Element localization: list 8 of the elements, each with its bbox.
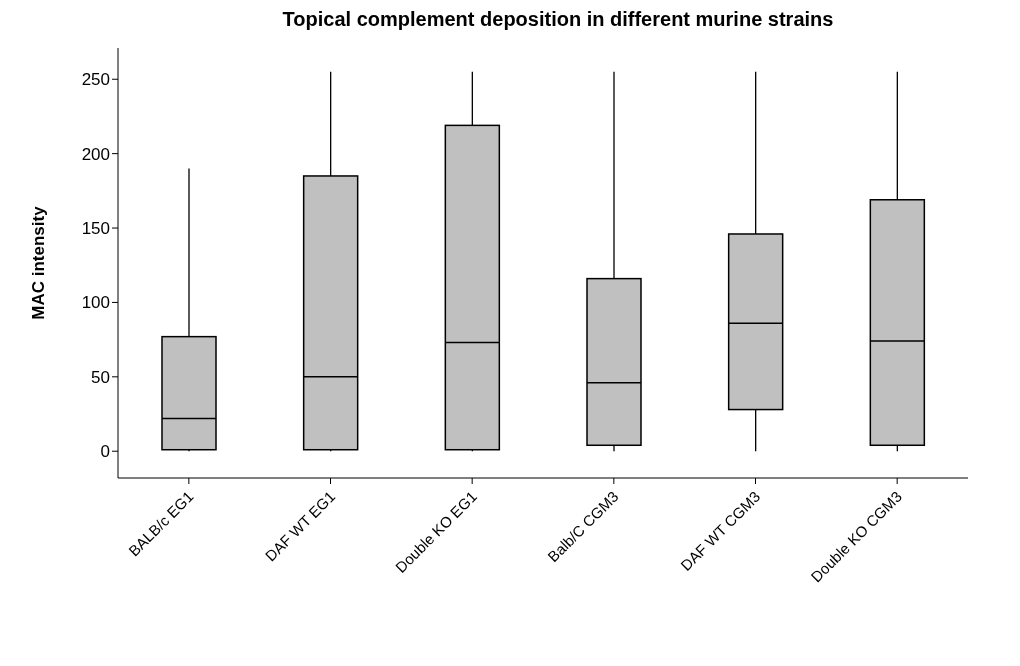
y-tick-label: 250 [81, 70, 110, 90]
y-tick-label: 100 [81, 293, 110, 313]
y-tick-label: 50 [91, 367, 110, 387]
y-tick-label: 200 [81, 144, 110, 164]
y-axis-title: MAC intensity [29, 205, 49, 320]
chart-title: Topical complement deposition in different murine strains [281, 8, 835, 32]
y-tick-label: 150 [81, 219, 110, 239]
y-tick-label: 0 [100, 442, 110, 462]
